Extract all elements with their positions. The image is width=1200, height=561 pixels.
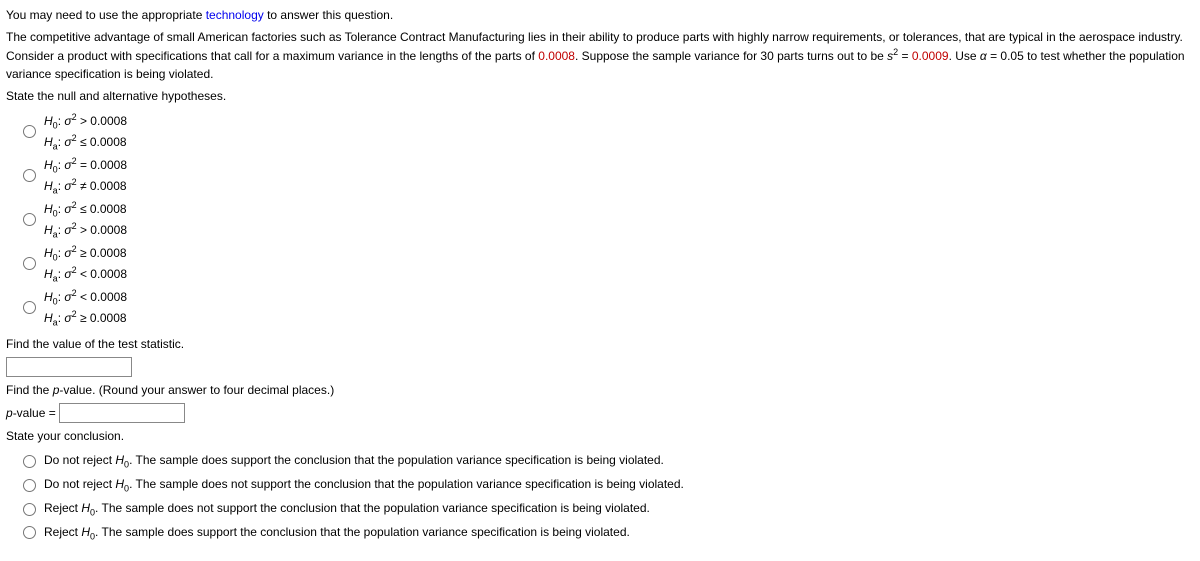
concl-radio-3[interactable] bbox=[23, 503, 36, 516]
svar-eq: = bbox=[898, 49, 912, 63]
hyp-opt-2: H0: σ2 = 0.0008 Ha: σ2 ≠ 0.0008 bbox=[18, 155, 1194, 197]
value-0-0009: 0.0009 bbox=[912, 49, 949, 63]
hyp-radio-2[interactable] bbox=[23, 169, 36, 182]
q4-prompt: State your conclusion. bbox=[6, 427, 1194, 445]
test-stat-input[interactable] bbox=[6, 357, 132, 377]
pvalue-row: p-value = bbox=[6, 403, 1194, 423]
conclusion-options: Do not reject H0. The sample does suppor… bbox=[18, 451, 1194, 544]
q2-prompt: Find the value of the test statistic. bbox=[6, 335, 1194, 353]
intro-text-2b: . Suppose the sample variance for 30 par… bbox=[575, 49, 887, 63]
q3-prompt: Find the p-value. (Round your answer to … bbox=[6, 381, 1194, 399]
concl-opt-1: Do not reject H0. The sample does suppor… bbox=[18, 451, 1194, 472]
intro-text-1b: to answer this question. bbox=[264, 8, 393, 22]
hyp-radio-4[interactable] bbox=[23, 257, 36, 270]
hyp-math-5: H0: σ2 < 0.0008 Ha: σ2 ≥ 0.0008 bbox=[44, 287, 127, 329]
hyp-radio-3[interactable] bbox=[23, 213, 36, 226]
hyp-opt-5: H0: σ2 < 0.0008 Ha: σ2 ≥ 0.0008 bbox=[18, 287, 1194, 329]
hyp-opt-4: H0: σ2 ≥ 0.0008 Ha: σ2 < 0.0008 bbox=[18, 243, 1194, 285]
alpha-sym: α bbox=[980, 49, 987, 63]
concl-radio-1[interactable] bbox=[23, 455, 36, 468]
intro-line1: You may need to use the appropriate tech… bbox=[6, 6, 1194, 24]
technology-link[interactable]: technology bbox=[206, 8, 264, 22]
concl-opt-4: Reject H0. The sample does support the c… bbox=[18, 523, 1194, 544]
q1-prompt: State the null and alternative hypothese… bbox=[6, 87, 1194, 105]
hyp-opt-3: H0: σ2 ≤ 0.0008 Ha: σ2 > 0.0008 bbox=[18, 199, 1194, 241]
hyp-math-3: H0: σ2 ≤ 0.0008 Ha: σ2 > 0.0008 bbox=[44, 199, 127, 241]
hyp-math-2: H0: σ2 = 0.0008 Ha: σ2 ≠ 0.0008 bbox=[44, 155, 127, 197]
hyp-opt-1: H0: σ2 > 0.0008 Ha: σ2 ≤ 0.0008 bbox=[18, 111, 1194, 153]
intro-text-2c: . Use bbox=[949, 49, 980, 63]
pvalue-input[interactable] bbox=[59, 403, 185, 423]
hyp-radio-5[interactable] bbox=[23, 301, 36, 314]
pvalue-label-p: p bbox=[6, 406, 13, 420]
hyp-radio-1[interactable] bbox=[23, 125, 36, 138]
hypothesis-options: H0: σ2 > 0.0008 Ha: σ2 ≤ 0.0008 H0: σ2 =… bbox=[18, 111, 1194, 329]
pvalue-label-eq: -value = bbox=[13, 406, 59, 420]
hyp-math-1: H0: σ2 > 0.0008 Ha: σ2 ≤ 0.0008 bbox=[44, 111, 127, 153]
value-0-0008: 0.0008 bbox=[538, 49, 575, 63]
hyp-math-4: H0: σ2 ≥ 0.0008 Ha: σ2 < 0.0008 bbox=[44, 243, 127, 285]
concl-opt-2: Do not reject H0. The sample does not su… bbox=[18, 475, 1194, 496]
concl-opt-3: Reject H0. The sample does not support t… bbox=[18, 499, 1194, 520]
concl-radio-2[interactable] bbox=[23, 479, 36, 492]
concl-radio-4[interactable] bbox=[23, 526, 36, 539]
intro-line2: The competitive advantage of small Ameri… bbox=[6, 28, 1194, 83]
intro-text-1a: You may need to use the appropriate bbox=[6, 8, 206, 22]
